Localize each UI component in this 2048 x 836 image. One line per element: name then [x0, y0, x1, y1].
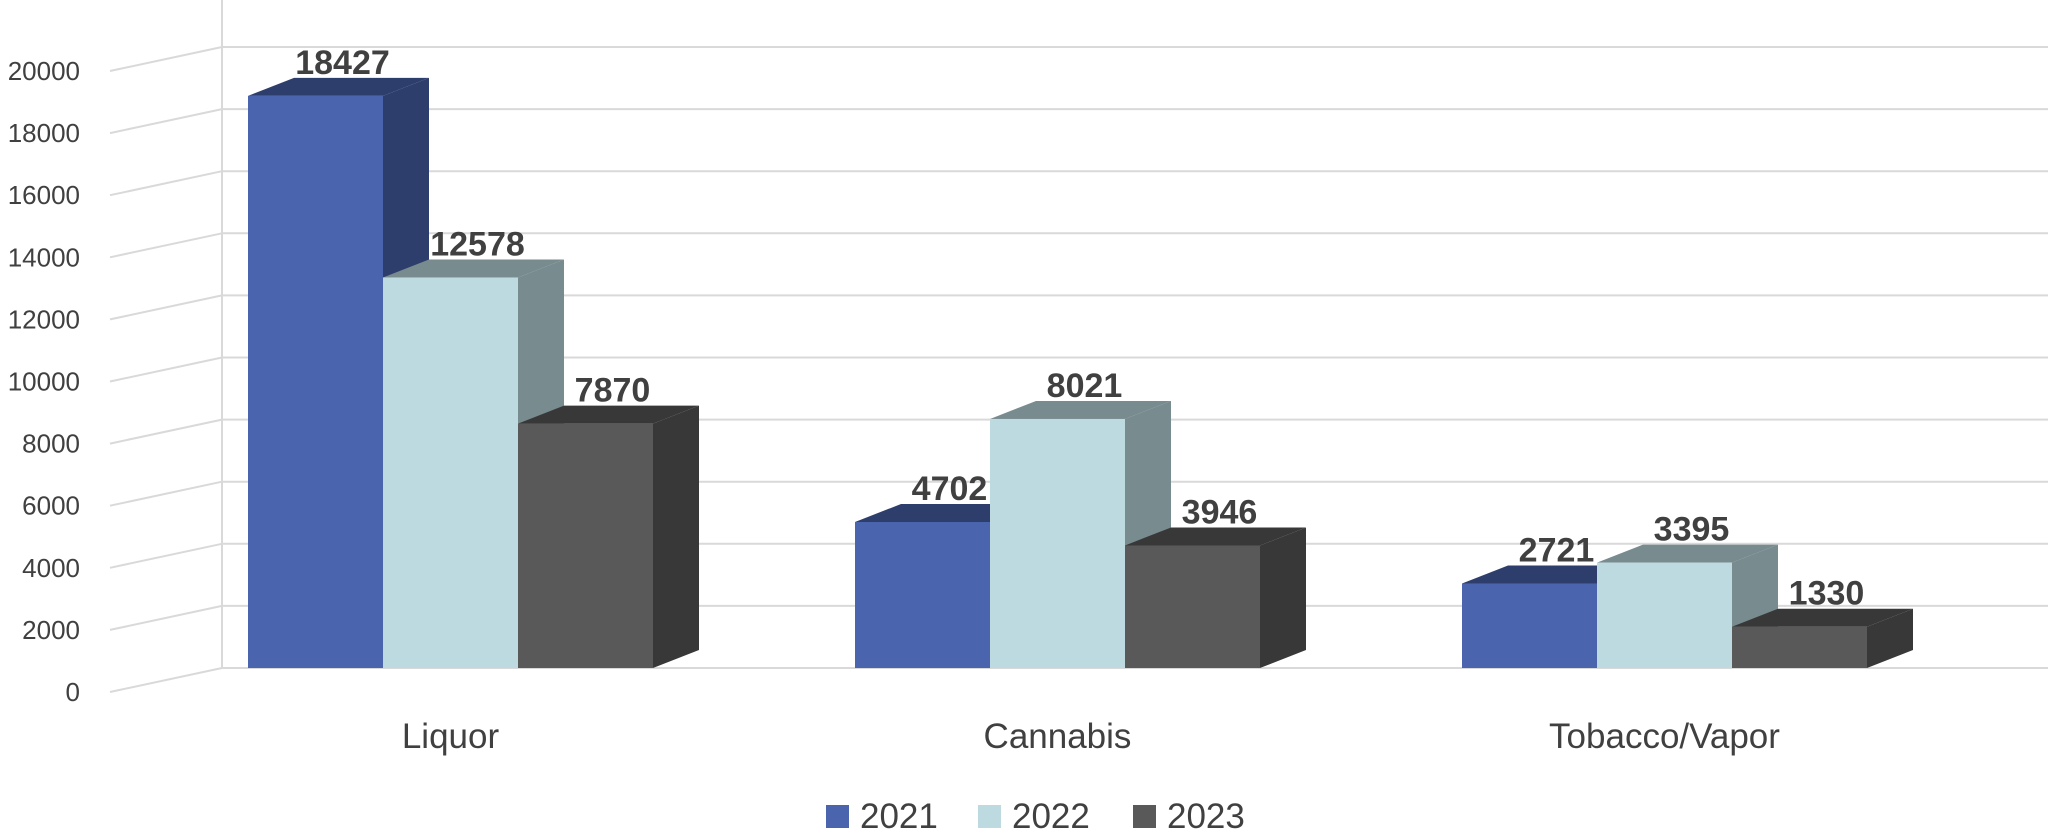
bar-top [1597, 544, 1778, 563]
bar [518, 405, 699, 668]
bar-top [248, 77, 429, 96]
bar-top [383, 259, 564, 278]
bar-top [518, 405, 699, 424]
y-tick-label: 14000 [8, 242, 80, 272]
bar-front [1597, 562, 1732, 668]
bar-front [1462, 583, 1597, 668]
bar-side [653, 405, 699, 668]
bar-front [1732, 626, 1867, 668]
legend-item: 2023 [1133, 797, 1245, 836]
legend-label: 2023 [1167, 797, 1245, 836]
category-label: Cannabis [984, 717, 1132, 756]
bar-front [383, 277, 518, 668]
data-label: 1330 [1789, 575, 1865, 613]
data-label: 4702 [912, 470, 988, 508]
y-tick-label: 8000 [22, 429, 80, 459]
bar [1125, 527, 1306, 668]
bar-front [248, 95, 383, 668]
data-label: 18427 [295, 44, 390, 82]
legend-swatch [826, 805, 849, 828]
side-gridline [109, 667, 223, 693]
side-gridline [109, 480, 223, 507]
y-tick-label: 6000 [22, 491, 80, 521]
side-gridline [109, 232, 223, 259]
side-gridline [109, 170, 223, 197]
legend-item: 2021 [826, 797, 938, 836]
category-label: Tobacco/Vapor [1549, 717, 1780, 756]
data-label: 12578 [430, 225, 525, 263]
x-axis-categories: Liquor Cannabis Tobacco/Vapor [402, 717, 1780, 756]
y-tick-label: 20000 [8, 56, 80, 86]
bars [248, 77, 1913, 668]
y-tick-label: 0 [66, 677, 80, 707]
y-tick-label: 18000 [8, 118, 80, 148]
data-label: 8021 [1047, 367, 1123, 405]
side-gridline [109, 108, 223, 135]
y-tick-label: 2000 [22, 615, 80, 645]
side-gridline [109, 418, 223, 445]
data-label: 7870 [575, 372, 651, 410]
legend-swatch [978, 805, 1001, 828]
data-labels: 18427 12578 7870 4702 8021 3946 2721 3395 1330 [295, 44, 1864, 613]
side-gridline [109, 46, 223, 72]
legend-label: 2021 [860, 797, 938, 836]
side-gridline [109, 604, 223, 631]
side-gridline [109, 294, 223, 321]
side-gridline [109, 542, 223, 569]
bar-top [1125, 527, 1306, 546]
legend-swatch [1133, 805, 1156, 828]
bar-top [1732, 608, 1913, 627]
bar-front [855, 522, 990, 668]
bar-front [1125, 545, 1260, 668]
y-tick-label: 16000 [8, 180, 80, 210]
y-axis-ticks: 0 2000 4000 6000 8000 10000 12000 14000 16000 180… [8, 56, 80, 707]
data-label: 3946 [1182, 493, 1258, 531]
data-label: 2721 [1519, 532, 1595, 570]
legend-label: 2022 [1012, 797, 1090, 836]
y-tick-label: 12000 [8, 304, 80, 334]
data-label: 3395 [1654, 511, 1730, 549]
bar [1732, 608, 1913, 668]
bar-front [990, 418, 1125, 668]
side-gridline [109, 356, 223, 383]
bar-side [1260, 527, 1306, 668]
bar-top [990, 400, 1171, 419]
bar-front [518, 423, 653, 668]
category-label: Liquor [402, 717, 500, 756]
legend-item: 2022 [978, 797, 1090, 836]
legend: 2021 2022 2023 [826, 797, 1245, 836]
y-tick-label: 4000 [22, 553, 80, 583]
bar-side [1867, 608, 1913, 668]
y-tick-label: 10000 [8, 367, 80, 397]
